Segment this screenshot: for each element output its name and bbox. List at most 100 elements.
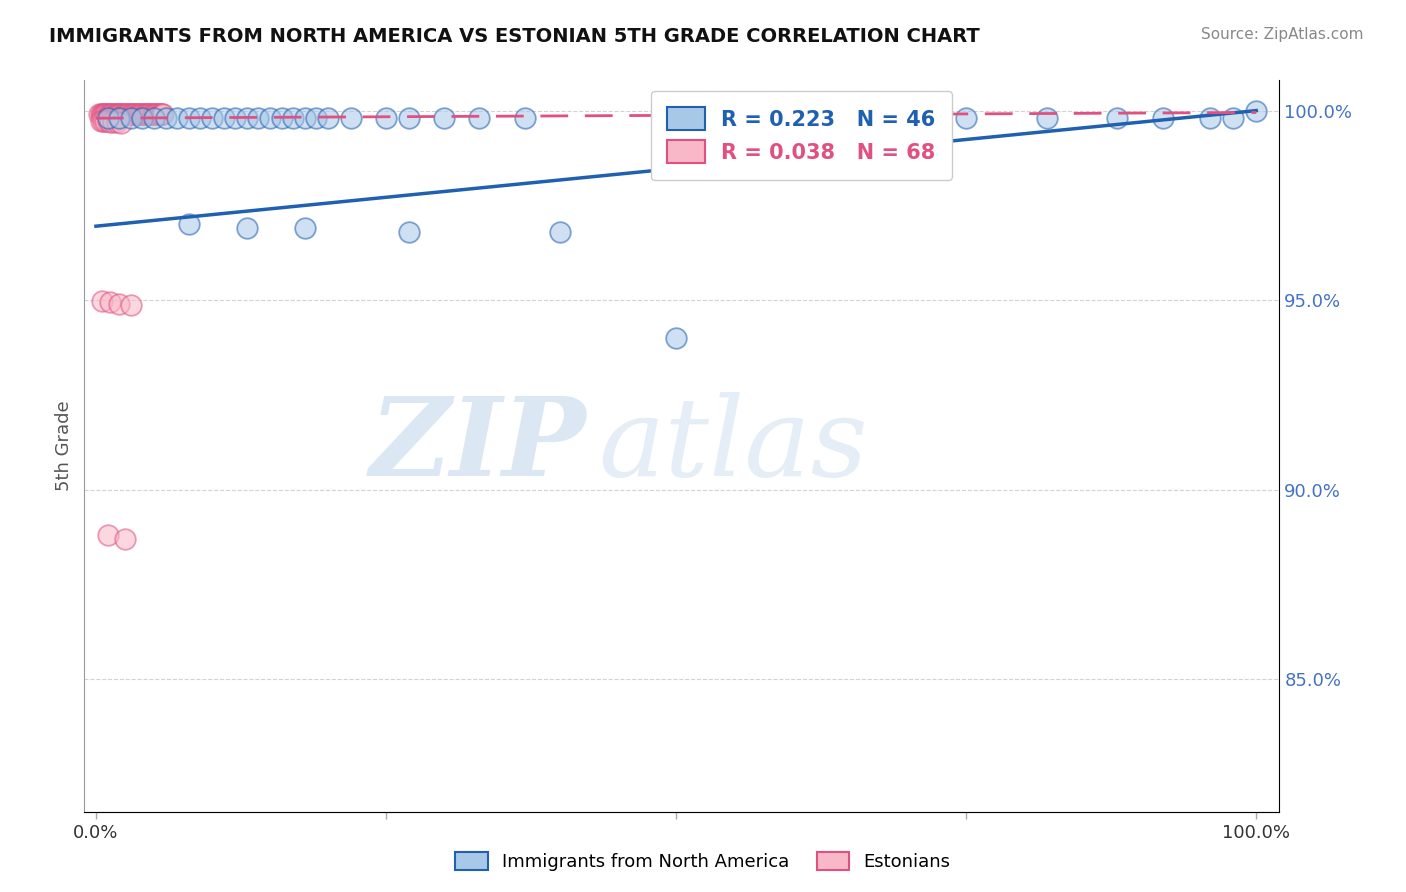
Text: atlas: atlas xyxy=(599,392,868,500)
Point xyxy=(468,111,491,125)
Point xyxy=(236,221,259,235)
Point xyxy=(305,111,328,125)
Point xyxy=(117,107,139,121)
Point xyxy=(103,107,125,121)
Point xyxy=(141,107,163,121)
Point xyxy=(294,221,316,235)
Point xyxy=(97,528,120,542)
Legend: Immigrants from North America, Estonians: Immigrants from North America, Estonians xyxy=(449,845,957,879)
Y-axis label: 5th Grade: 5th Grade xyxy=(55,401,73,491)
Point xyxy=(142,107,165,121)
Point xyxy=(190,111,212,125)
Point xyxy=(120,298,142,312)
Point xyxy=(128,107,150,121)
Point xyxy=(97,111,120,125)
Point xyxy=(90,293,112,308)
Point xyxy=(129,107,152,121)
Point xyxy=(136,107,159,121)
Point xyxy=(152,107,174,121)
Point xyxy=(124,107,146,121)
Point xyxy=(100,107,122,121)
Point xyxy=(143,107,166,121)
Point xyxy=(122,107,145,121)
Text: IMMIGRANTS FROM NORTH AMERICA VS ESTONIAN 5TH GRADE CORRELATION CHART: IMMIGRANTS FROM NORTH AMERICA VS ESTONIA… xyxy=(49,27,980,45)
Point xyxy=(398,111,420,125)
Point xyxy=(139,107,162,121)
Point xyxy=(97,107,120,121)
Point xyxy=(1152,111,1174,125)
Point xyxy=(98,107,121,121)
Point xyxy=(90,113,112,128)
Point xyxy=(145,107,167,121)
Point xyxy=(89,107,111,121)
Point xyxy=(105,115,128,129)
Point xyxy=(340,111,363,125)
Point xyxy=(177,217,200,231)
Point xyxy=(920,111,942,125)
Point xyxy=(135,107,157,121)
Point xyxy=(804,111,827,125)
Point xyxy=(283,111,305,125)
Point xyxy=(131,107,153,121)
Point xyxy=(93,107,115,121)
Point xyxy=(90,107,112,121)
Point xyxy=(108,111,131,125)
Point xyxy=(104,107,127,121)
Point xyxy=(121,107,143,121)
Point xyxy=(665,331,688,345)
Point xyxy=(122,107,145,121)
Point xyxy=(955,111,977,125)
Point xyxy=(375,111,398,125)
Point xyxy=(132,107,155,121)
Point xyxy=(873,111,896,125)
Point xyxy=(148,107,170,121)
Point xyxy=(155,111,177,125)
Point xyxy=(110,107,132,121)
Text: ZIP: ZIP xyxy=(370,392,586,500)
Point xyxy=(97,114,120,128)
Point xyxy=(131,111,153,125)
Point xyxy=(94,114,117,128)
Point xyxy=(134,107,156,121)
Point xyxy=(129,107,152,121)
Point xyxy=(548,225,571,239)
Point xyxy=(111,107,134,121)
Point xyxy=(101,107,124,121)
Point xyxy=(91,113,114,128)
Point xyxy=(112,107,135,121)
Text: Source: ZipAtlas.com: Source: ZipAtlas.com xyxy=(1201,27,1364,42)
Point xyxy=(1105,111,1128,125)
Point xyxy=(247,111,270,125)
Point xyxy=(201,111,224,125)
Point xyxy=(146,107,169,121)
Point xyxy=(398,225,420,239)
Point xyxy=(91,107,114,121)
Point xyxy=(747,111,769,125)
Point xyxy=(688,111,710,125)
Point xyxy=(149,107,172,121)
Point xyxy=(212,111,235,125)
Point xyxy=(138,107,160,121)
Point xyxy=(665,111,688,125)
Point xyxy=(115,107,138,121)
Point xyxy=(114,107,136,121)
Point xyxy=(90,107,112,121)
Point xyxy=(839,111,862,125)
Point xyxy=(98,295,121,310)
Point xyxy=(150,107,173,121)
Point xyxy=(127,107,149,121)
Point xyxy=(259,111,281,125)
Point xyxy=(97,107,120,121)
Point xyxy=(236,111,259,125)
Point xyxy=(177,111,200,125)
Point xyxy=(125,107,148,121)
Point xyxy=(224,111,246,125)
Point xyxy=(103,115,125,129)
Point xyxy=(118,107,141,121)
Point xyxy=(1198,111,1220,125)
Point xyxy=(316,111,339,125)
Point xyxy=(143,111,166,125)
Point xyxy=(98,114,121,128)
Point xyxy=(94,107,117,121)
Point xyxy=(515,111,537,125)
